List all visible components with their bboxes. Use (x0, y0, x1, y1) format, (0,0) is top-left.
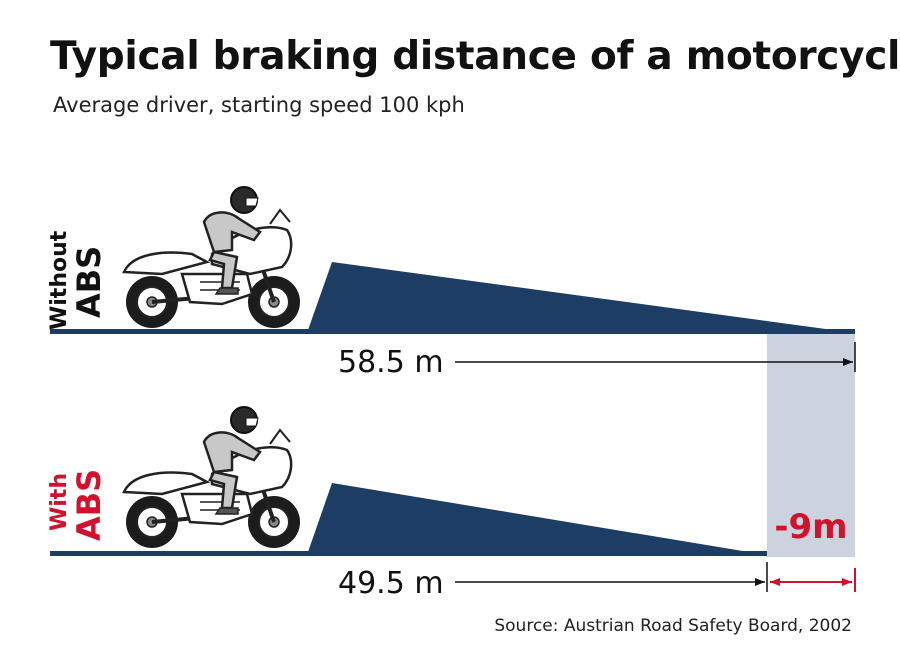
source-note: Source: Austrian Road Safety Board, 2002 (494, 616, 852, 636)
road-line (50, 329, 855, 334)
distance-label: 58.5 m (338, 345, 444, 380)
row-without-abs: Without ABS 58.5 m (47, 185, 856, 380)
braking-wedge (308, 483, 767, 555)
motorcycle-rider-icon (122, 185, 302, 330)
row-label-line2: ABS (70, 246, 108, 318)
difference-label: -9m (774, 507, 847, 547)
row-label-line2: ABS (70, 469, 108, 541)
difference-shade (767, 331, 855, 557)
distance-label: 49.5 m (338, 566, 444, 601)
row-label-line1: With (47, 473, 72, 531)
chart-title: Typical braking distance of a motorcycle (50, 34, 900, 79)
braking-wedge (308, 262, 855, 333)
road-line (50, 551, 767, 556)
row-with-abs: With ABS 49.5 m -9m (47, 405, 856, 601)
row-label-line1: Without (47, 230, 72, 330)
motorcycle-rider-icon (122, 405, 302, 550)
chart-subtitle: Average driver, starting speed 100 kph (53, 93, 465, 117)
